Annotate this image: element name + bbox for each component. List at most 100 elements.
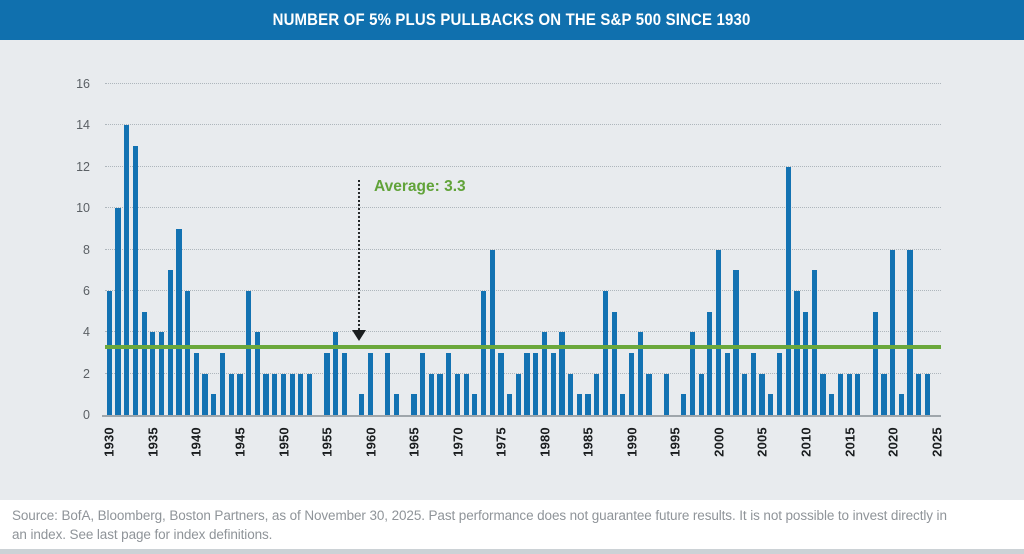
bar-slot-2015 (845, 84, 854, 415)
down-arrow-icon (352, 330, 366, 341)
x-axis-tick-label-1985: 1985 (580, 427, 596, 457)
chart-panel: Average: 3.3 0 2 4 6 8 10 12 14 16 1930 1935 1940 1… (0, 40, 1024, 500)
bar-1989 (620, 394, 626, 415)
bar-slot-1948 (262, 84, 271, 415)
bar-2015 (846, 373, 852, 415)
bar-slot-1994 (662, 84, 671, 415)
bar-slot-1980 (540, 84, 549, 415)
bar-1946 (245, 290, 252, 415)
bar-2006 (768, 394, 774, 415)
bar-slot-1958 (349, 84, 358, 415)
bar-slot-1999 (706, 84, 715, 415)
bar-slot-1992 (645, 84, 654, 415)
bar-1984 (576, 394, 582, 415)
bar-1983 (568, 373, 574, 415)
bar-1971 (463, 373, 469, 415)
bar-1932 (124, 125, 130, 415)
bar-slot-2023 (914, 84, 923, 415)
y-axis-tick-label-4: 4 (83, 325, 90, 340)
bar-1951 (289, 373, 295, 415)
bar-1943 (219, 352, 226, 415)
bar-slot-1964 (401, 84, 410, 415)
x-axis-tick-label-1995: 1995 (667, 427, 683, 457)
x-axis-tick-label-1930: 1930 (101, 427, 117, 457)
bar-slot-1949 (270, 84, 279, 415)
bar-slot-1975 (497, 84, 506, 415)
bar-1933 (132, 146, 139, 415)
bar-2018 (872, 311, 878, 415)
bar-1974 (489, 249, 495, 415)
y-axis-tick-label-12: 12 (76, 159, 90, 174)
bar-slot-1978 (523, 84, 532, 415)
bar-1999 (707, 311, 713, 415)
bar-1947 (254, 332, 260, 415)
bar-1994 (663, 373, 669, 415)
bar-1966 (420, 352, 426, 415)
bar-slot-1935 (149, 84, 158, 415)
bar-slot-1965 (410, 84, 419, 415)
bar-1962 (385, 352, 391, 415)
bar-1987 (602, 290, 609, 415)
bar-slot-1946 (244, 84, 253, 415)
bar-1990 (628, 352, 635, 415)
bar-2022 (907, 249, 913, 415)
bar-slot-2016 (853, 84, 862, 415)
bar-2013 (829, 394, 835, 415)
bottom-divider (0, 549, 1024, 554)
bar-1934 (141, 311, 147, 415)
bar-slot-2014 (836, 84, 845, 415)
bar-slot-2010 (801, 84, 810, 415)
bar-slot-1974 (488, 84, 497, 415)
bar-slot-1950 (279, 84, 288, 415)
bar-slot-2009 (793, 84, 802, 415)
bar-slot-1997 (688, 84, 697, 415)
bar-2002 (733, 270, 739, 415)
bar-1965 (411, 394, 417, 415)
bar-slot-1966 (418, 84, 427, 415)
bar-1973 (480, 290, 487, 415)
bar-slot-1970 (453, 84, 462, 415)
bar-1953 (306, 373, 313, 415)
bar-slot-2000 (714, 84, 723, 415)
y-axis-tick-label-2: 2 (83, 366, 90, 381)
bar-1972 (472, 394, 478, 415)
x-axis-tick-label-1980: 1980 (537, 427, 553, 457)
x-axis-tick-label-2025: 2025 (929, 427, 945, 457)
bar-slot-1933 (131, 84, 140, 415)
bar-2008 (785, 166, 791, 415)
bar-2019 (881, 373, 887, 415)
bar-slot-1944 (227, 84, 236, 415)
bar-slot-2004 (749, 84, 758, 415)
bar-1963 (393, 394, 400, 415)
bar-1931 (115, 208, 121, 415)
bar-1981 (550, 352, 556, 415)
bar-slot-1979 (531, 84, 540, 415)
bar-slot-1988 (610, 84, 619, 415)
bars-container (105, 84, 941, 415)
bar-slot-2022 (906, 84, 915, 415)
bar-2010 (802, 311, 809, 415)
bar-1998 (698, 373, 704, 415)
bar-slot-1986 (592, 84, 601, 415)
bar-1938 (176, 228, 182, 415)
bar-1969 (446, 352, 452, 415)
bar-slot-2006 (766, 84, 775, 415)
bar-slot-1968 (436, 84, 445, 415)
gridline-14 (105, 124, 941, 126)
y-axis-tick-label-0: 0 (83, 408, 90, 422)
bar-2011 (811, 270, 817, 415)
bar-1979 (533, 352, 539, 415)
bar-1967 (428, 373, 434, 415)
bar-1944 (228, 373, 234, 415)
bar-1937 (167, 270, 173, 415)
gridline-2 (105, 372, 941, 374)
bar-slot-1945 (236, 84, 245, 415)
y-axis-tick-label-10: 10 (76, 201, 90, 216)
bar-slot-1973 (479, 84, 488, 415)
x-axis-tick-label-1935: 1935 (145, 427, 161, 457)
footer: Source: BofA, Bloomberg, Boston Partners… (0, 500, 1024, 549)
bar-1978 (524, 352, 530, 415)
x-axis-tick-label-1950: 1950 (276, 427, 292, 457)
gridline-8 (105, 248, 941, 250)
down-arrow-dotted-line (358, 180, 360, 330)
